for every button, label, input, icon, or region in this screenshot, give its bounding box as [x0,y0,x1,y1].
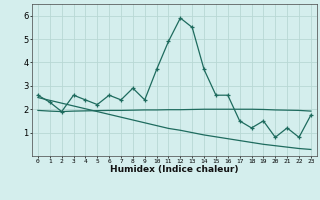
X-axis label: Humidex (Indice chaleur): Humidex (Indice chaleur) [110,165,239,174]
